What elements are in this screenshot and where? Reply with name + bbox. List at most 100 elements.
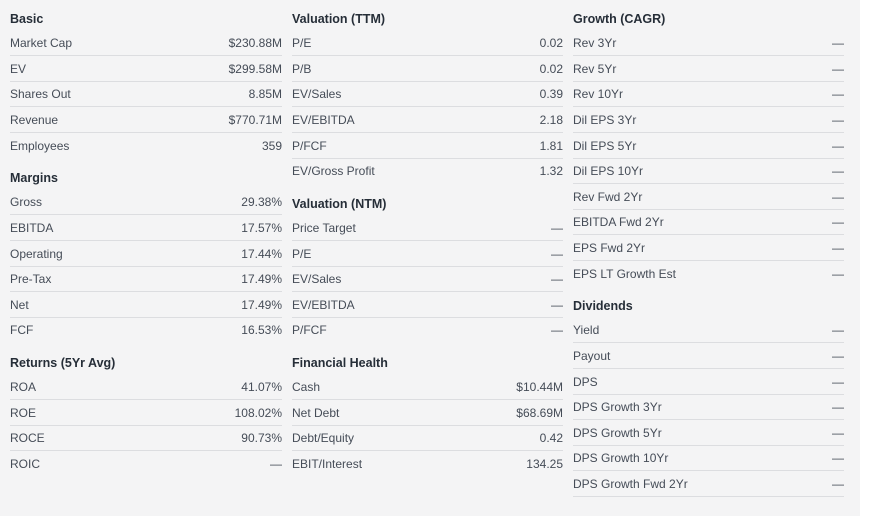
stat-value: 29.38%: [241, 195, 282, 209]
stat-label: Dil EPS 5Yr: [573, 139, 637, 153]
stat-label: DPS Growth Fwd 2Yr: [573, 477, 688, 491]
stat-row-pe-ntm: P/E —: [292, 241, 563, 267]
stat-label: P/E: [292, 247, 312, 261]
stat-row-revenue: Revenue $770.71M: [10, 107, 282, 133]
stat-label: Pre-Tax: [10, 272, 52, 286]
stat-value: —: [832, 267, 844, 281]
stat-value: $299.58M: [228, 62, 282, 76]
stat-label: P/B: [292, 62, 312, 76]
section-title-valuation-ttm: Valuation (TTM): [292, 12, 386, 26]
stat-row-roe: ROE 108.02%: [10, 400, 282, 426]
stat-label: ROE: [10, 406, 37, 420]
stat-label: EV/Sales: [292, 87, 342, 101]
stat-row-gross: Gross 29.38%: [10, 189, 282, 215]
stat-row-dps-growth-fwd-2yr: DPS Growth Fwd 2Yr —: [573, 471, 844, 497]
stat-row-ev-sales-ttm: EV/Sales 0.39: [292, 81, 563, 107]
stat-label: EV/Gross Profit: [292, 164, 375, 178]
stat-label: Dil EPS 10Yr: [573, 164, 644, 178]
stat-value: 1.32: [539, 164, 563, 178]
stat-value: —: [832, 190, 844, 204]
stat-row-ev-ebitda-ttm: EV/EBITDA 2.18: [292, 107, 563, 133]
stat-label: P/FCF: [292, 323, 327, 337]
stat-label: P/E: [292, 36, 312, 50]
stat-value: $230.88M: [228, 36, 282, 50]
stat-row-yield: Yield —: [573, 317, 844, 343]
stat-label: DPS Growth 10Yr: [573, 451, 669, 465]
stat-row-pe-ttm: P/E 0.02: [292, 30, 563, 56]
stat-row-ebitda-fwd-2yr: EBITDA Fwd 2Yr —: [573, 209, 844, 235]
stat-value: 17.44%: [241, 247, 282, 261]
stat-value: 0.02: [539, 62, 563, 76]
stat-value: —: [832, 87, 844, 101]
stat-row-roa: ROA 41.07%: [10, 374, 282, 400]
stat-label: Rev 3Yr: [573, 36, 617, 50]
stat-row-market-cap: Market Cap $230.88M: [10, 30, 282, 56]
stat-value: 0.02: [539, 36, 563, 50]
stat-value: 1.81: [539, 139, 563, 153]
stat-row-employees: Employees 359: [10, 133, 282, 158]
stat-value: —: [832, 62, 844, 76]
stat-label: Rev 5Yr: [573, 62, 617, 76]
section-title-valuation-ntm: Valuation (NTM): [292, 197, 387, 211]
stat-row-rev-10yr: Rev 10Yr —: [573, 81, 844, 107]
stat-row-ev-sales-ntm: EV/Sales —: [292, 266, 563, 292]
stat-row-shares-out: Shares Out 8.85M: [10, 81, 282, 107]
stat-label: EBITDA: [10, 221, 54, 235]
stat-label: Yield: [573, 323, 600, 337]
stat-label: EV/EBITDA: [292, 298, 355, 312]
stat-value: —: [832, 36, 844, 50]
stat-label: Price Target: [292, 221, 356, 235]
stat-value: 17.49%: [241, 272, 282, 286]
section-title-returns: Returns (5Yr Avg): [10, 356, 116, 370]
stat-row-rev-5yr: Rev 5Yr —: [573, 56, 844, 82]
section-title-margins: Margins: [10, 171, 58, 185]
stat-label: Operating: [10, 247, 63, 261]
stat-label: Rev Fwd 2Yr: [573, 190, 643, 204]
stat-label: EPS Fwd 2Yr: [573, 241, 646, 255]
stat-row-dps-growth-5yr: DPS Growth 5Yr —: [573, 420, 844, 446]
stat-label: Dil EPS 3Yr: [573, 113, 637, 127]
stat-value: 8.85M: [248, 87, 282, 101]
stat-label: EBIT/Interest: [292, 457, 363, 471]
stat-row-ebit-interest: EBIT/Interest 134.25: [292, 451, 563, 476]
stat-value: —: [832, 323, 844, 337]
stat-value: —: [832, 215, 844, 229]
stat-label: Net: [10, 298, 29, 312]
stat-row-operating: Operating 17.44%: [10, 241, 282, 267]
stat-row-eps-fwd-2yr: EPS Fwd 2Yr —: [573, 235, 844, 261]
stat-label: ROIC: [10, 457, 40, 471]
stat-row-eps-lt-growth-est: EPS LT Growth Est —: [573, 261, 844, 286]
stat-row-fcf-margin: FCF 16.53%: [10, 317, 282, 342]
stat-label: ROA: [10, 380, 37, 394]
stat-row-rev-fwd-2yr: Rev Fwd 2Yr —: [573, 184, 844, 210]
stat-label: EV/EBITDA: [292, 113, 355, 127]
stat-label: Cash: [292, 380, 321, 394]
section-title-dividends: Dividends: [573, 299, 633, 313]
stat-label: P/FCF: [292, 139, 327, 153]
stat-row-ebitda-margin: EBITDA 17.57%: [10, 215, 282, 241]
stat-value: $68.69M: [516, 406, 563, 420]
stat-value: —: [832, 164, 844, 178]
stat-label: Market Cap: [10, 36, 73, 50]
stat-label: EBITDA Fwd 2Yr: [573, 215, 664, 229]
stat-value: —: [551, 323, 563, 337]
stat-value: —: [832, 113, 844, 127]
stat-value: —: [832, 426, 844, 440]
stat-row-dil-eps-5yr: Dil EPS 5Yr —: [573, 133, 844, 159]
stat-row-ev: EV $299.58M: [10, 56, 282, 82]
stat-value: $10.44M: [516, 380, 563, 394]
stat-value: —: [832, 477, 844, 491]
stat-row-pfcf-ttm: P/FCF 1.81: [292, 133, 563, 159]
stat-label: Revenue: [10, 113, 59, 127]
stat-value: —: [551, 247, 563, 261]
section-title-basic: Basic: [10, 12, 44, 26]
stat-value: —: [551, 221, 563, 235]
stat-label: EPS LT Growth Est: [573, 267, 676, 281]
stat-row-ev-gross-profit-ttm: EV/Gross Profit 1.32: [292, 158, 563, 183]
stat-label: DPS Growth 3Yr: [573, 400, 662, 414]
stat-value: 108.02%: [234, 406, 282, 420]
stat-value: 17.57%: [241, 221, 282, 235]
stat-value: 0.39: [539, 87, 563, 101]
stat-label: Net Debt: [292, 406, 340, 420]
stat-value: 2.18: [539, 113, 563, 127]
